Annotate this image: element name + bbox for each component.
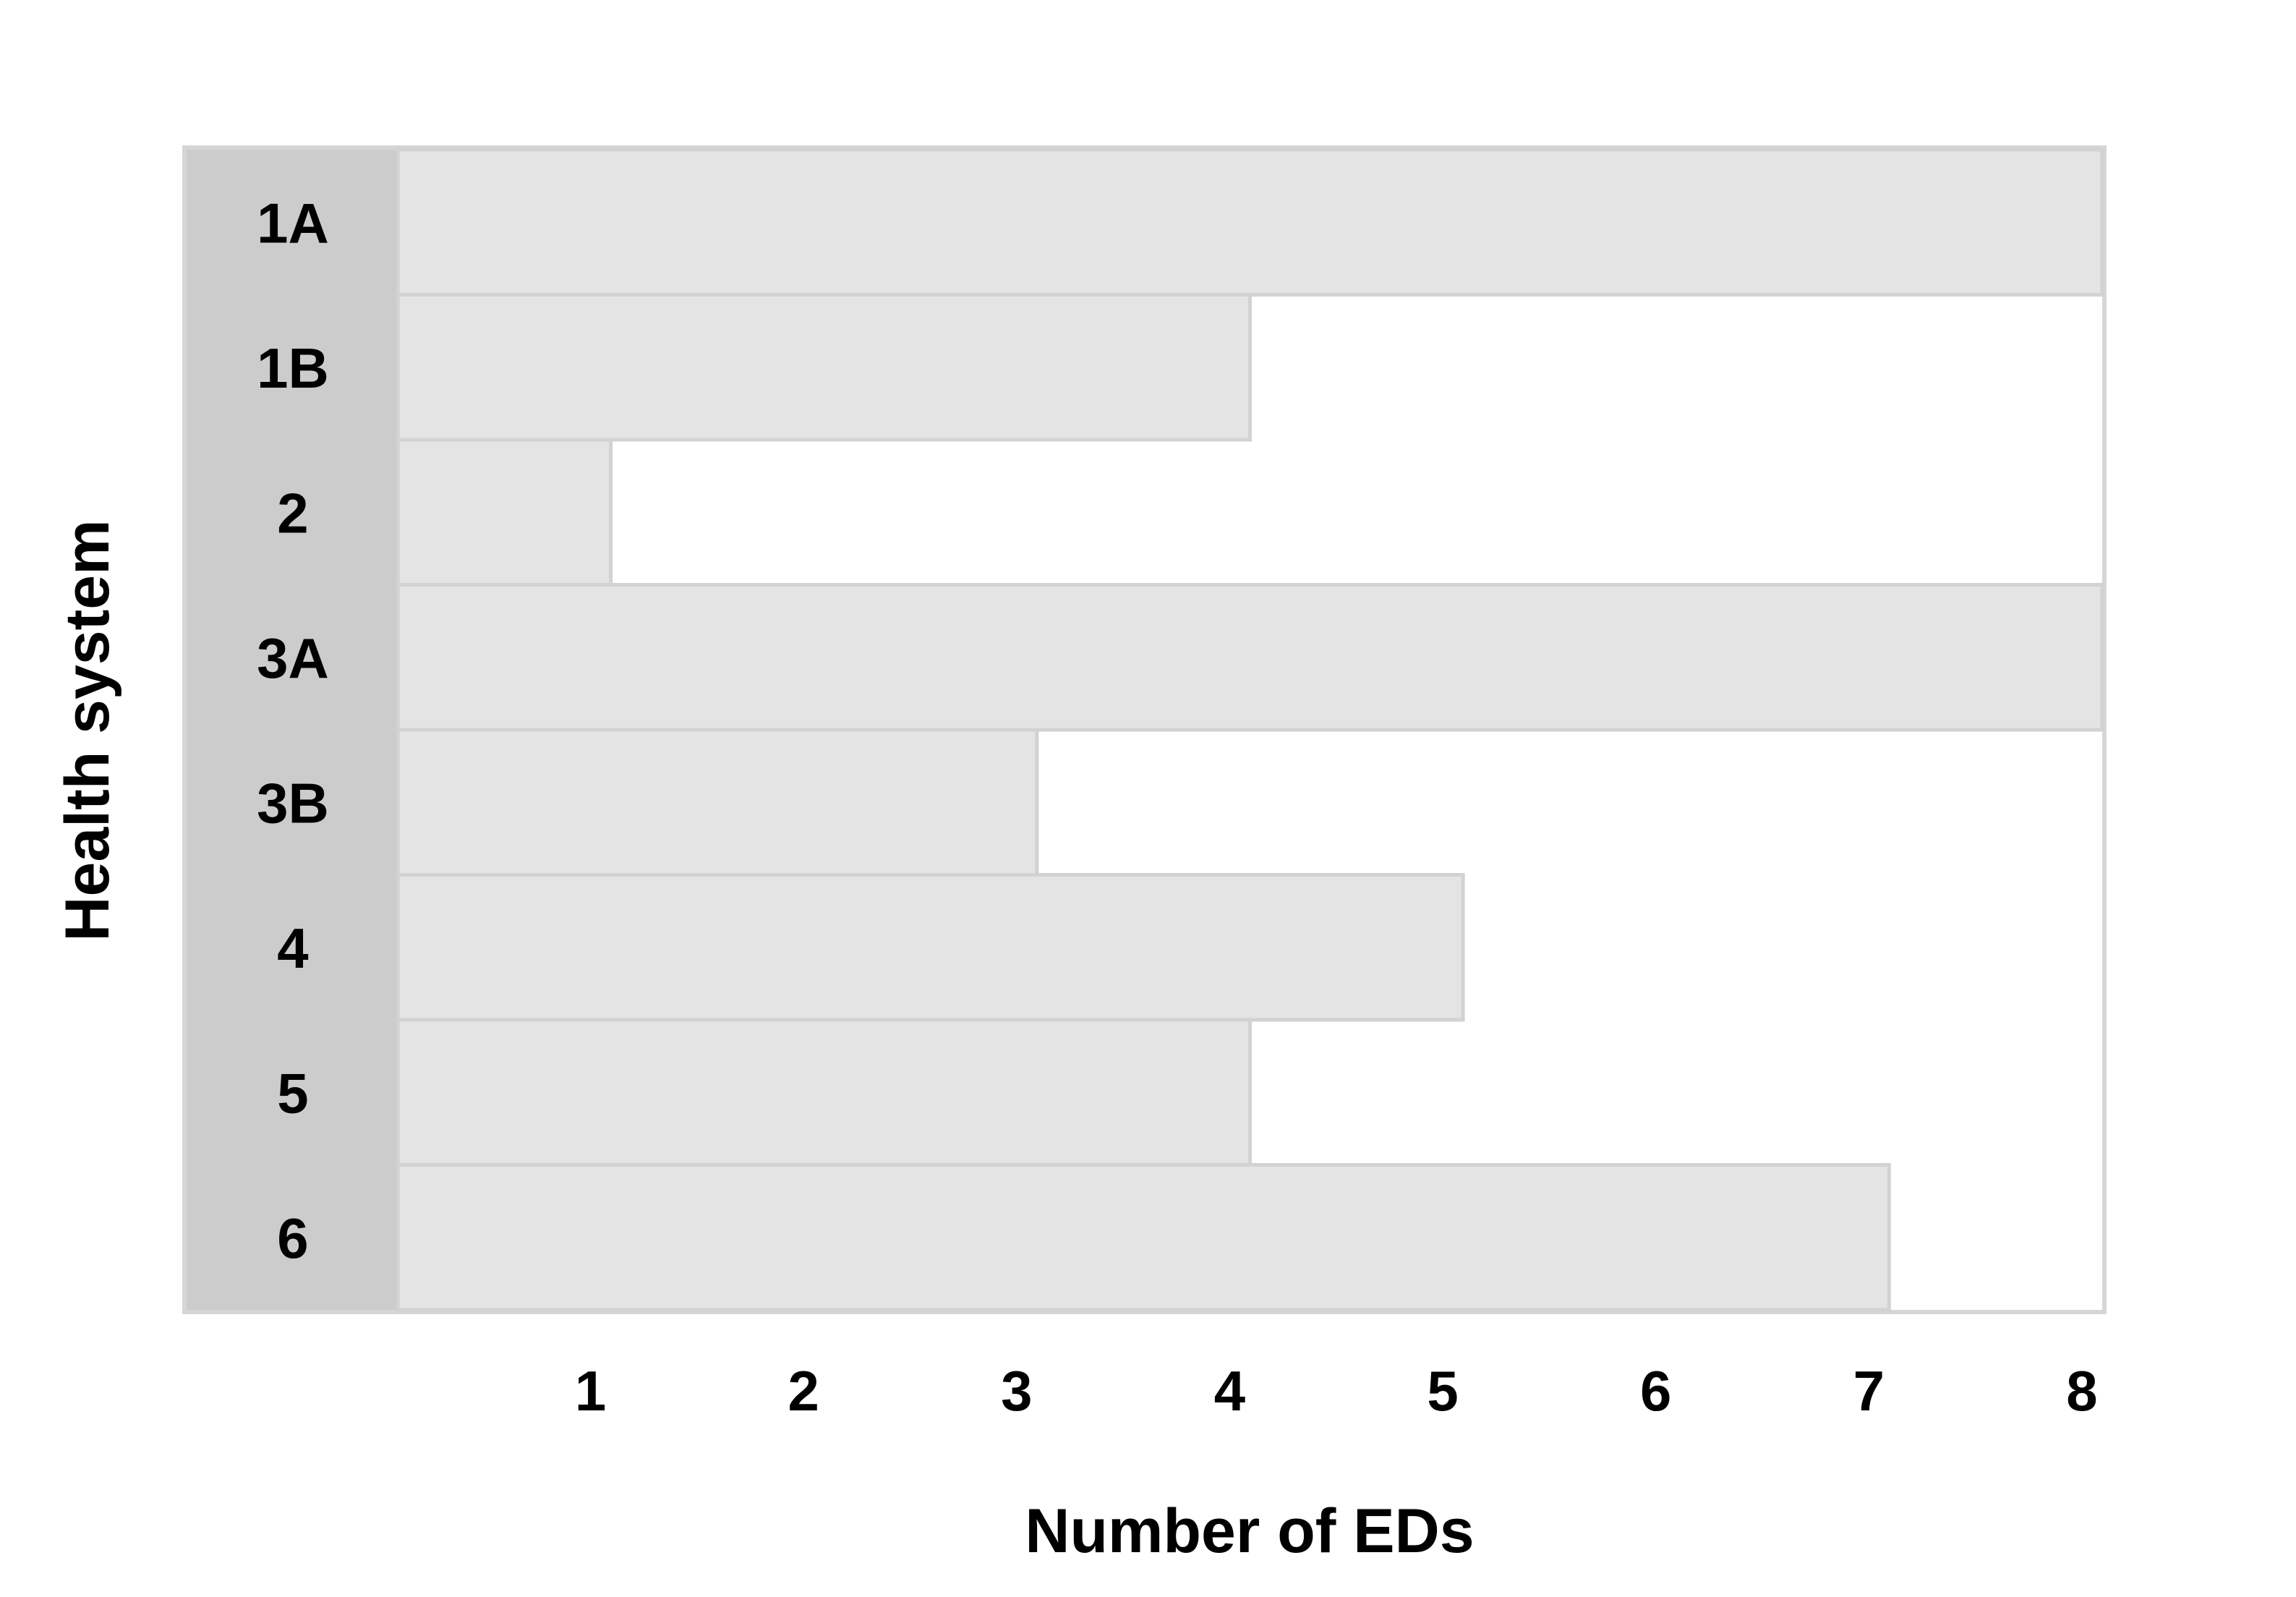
category-label-4: 4 xyxy=(277,916,308,980)
x-tick-label-8: 8 xyxy=(2066,1359,2097,1423)
x-tick-label-2: 2 xyxy=(788,1359,819,1423)
category-band xyxy=(187,150,396,1310)
x-tick-labels: 1 2 3 4 5 6 7 8 xyxy=(575,1359,2098,1423)
x-tick-label-6: 6 xyxy=(1640,1359,1671,1423)
x-tick-label-4: 4 xyxy=(1214,1359,1245,1423)
bar-5 xyxy=(396,1018,1252,1167)
x-tick-label-3: 3 xyxy=(1001,1359,1032,1423)
category-label-6: 6 xyxy=(277,1206,308,1270)
category-label-1a: 1A xyxy=(257,191,329,255)
category-label-3a: 3A xyxy=(257,626,329,690)
category-label-1b: 1B xyxy=(257,336,329,400)
bar-3b xyxy=(396,728,1039,877)
bar-1a xyxy=(396,148,2104,297)
bar-2 xyxy=(396,438,613,587)
bar-3a xyxy=(396,583,2104,732)
category-label-5: 5 xyxy=(277,1061,308,1125)
category-label-2: 2 xyxy=(277,481,308,545)
x-tick-label-1: 1 xyxy=(575,1359,606,1423)
x-axis-title: Number of EDs xyxy=(1025,1496,1474,1566)
bars xyxy=(396,148,2104,1312)
category-label-3b: 3B xyxy=(257,771,329,835)
x-tick-label-5: 5 xyxy=(1427,1359,1458,1423)
x-tick-label-7: 7 xyxy=(1853,1359,1885,1423)
bar-1b xyxy=(396,293,1252,442)
category-labels: 1A 1B 2 3A 3B 4 5 6 xyxy=(257,191,329,1270)
bar-4 xyxy=(396,873,1465,1022)
bar-6 xyxy=(396,1163,1891,1312)
y-axis-title: Health system xyxy=(53,519,122,941)
